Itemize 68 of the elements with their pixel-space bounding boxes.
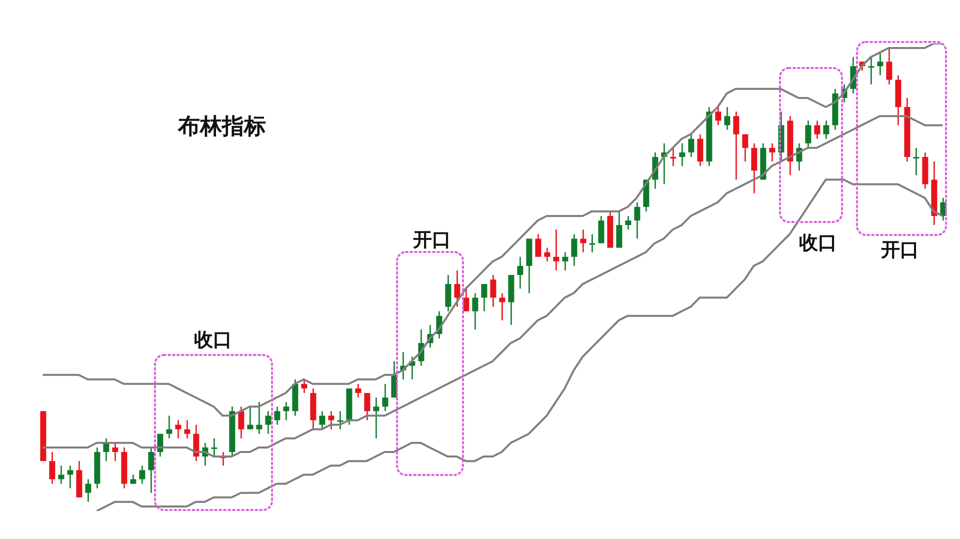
candlestick [688,134,694,158]
candlestick [382,383,388,412]
candlestick [238,406,244,440]
candlestick [211,438,218,458]
candlestick [283,401,290,421]
candlestick [166,415,172,440]
candlestick [679,142,686,167]
candlestick [49,451,56,484]
candlestick [715,106,722,126]
candlestick [877,52,884,76]
candlestick [481,283,488,312]
candlestick [364,392,370,421]
candlestick [184,420,190,440]
candlestick [85,478,92,503]
candlestick [697,134,704,167]
candlestick [454,270,460,308]
candlestick [112,442,118,462]
candlestick [373,396,380,440]
candlestick [913,147,920,176]
candlestick [598,215,604,244]
candlestick [472,292,478,330]
candlestick [823,120,830,140]
candlestick [139,464,146,484]
candlestick [805,120,812,149]
annotation: 开口 [880,239,919,261]
candlestick [130,474,136,484]
candlestick [499,292,506,322]
candlestick [733,110,740,180]
candlestick [58,464,64,484]
candlestick [328,410,334,430]
text: 布林指标 [177,114,266,140]
candlestick [868,56,874,85]
candlestick [544,247,550,262]
candlestick [742,134,748,162]
candlestick [616,210,622,248]
candlestick [553,228,560,272]
candlestick [445,274,452,312]
candlestick [67,464,74,489]
candlestick [814,120,820,140]
candlestick [256,401,262,434]
candlestick [886,47,892,85]
candlestick [634,202,640,240]
candlestick [589,233,596,253]
candlestick [769,142,776,162]
candlestick [247,406,254,430]
candlestick [517,256,524,290]
candlestick [562,252,568,272]
candlestick [265,410,272,434]
candlestick [193,424,200,462]
candlestick [580,228,586,253]
candlestick [319,410,326,430]
candlestick [175,420,182,440]
candlestick [751,142,758,194]
candlestick [724,106,730,130]
candlestick [301,378,308,394]
candlestick [337,410,344,430]
candlestick [625,215,632,230]
candlestick [463,288,470,312]
annotation: 收口 [799,232,837,254]
candlestick [670,147,676,167]
candlestick [148,446,154,494]
annotation: 收口 [194,329,232,351]
candlestick [274,406,280,426]
candlestick [355,383,362,398]
candlestick [490,274,496,308]
annotation: 开口 [412,229,451,251]
candlestick [571,233,578,267]
candlestick [535,233,542,258]
